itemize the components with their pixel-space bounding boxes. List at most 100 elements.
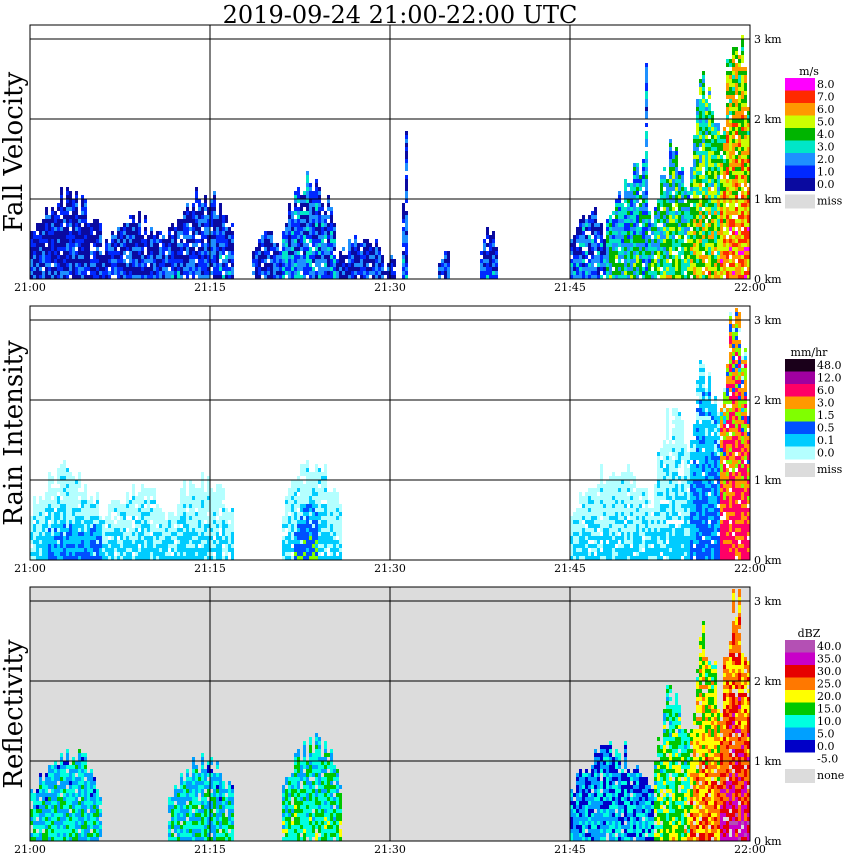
data-cell [732,51,735,55]
data-cell [300,207,303,211]
data-cell [489,255,492,259]
data-cell [627,183,630,187]
data-cell [405,247,408,251]
data-cell [63,231,66,235]
data-cell [726,219,729,223]
data-cell [150,492,153,496]
data-cell [141,275,144,279]
data-cell [708,227,711,231]
data-cell [333,247,336,251]
data-cell [168,247,171,251]
data-cell [57,528,60,532]
data-cell [180,231,183,235]
data-cell [45,540,48,544]
data-cell [669,275,672,279]
data-cell [642,259,645,263]
data-cell [729,227,732,231]
data-cell [303,472,306,476]
data-cell [588,275,591,279]
data-cell [192,231,195,235]
data-cell [318,243,321,247]
data-cell [183,512,186,516]
data-cell [153,556,156,560]
data-cell [732,127,735,131]
data-cell [660,215,663,219]
data-cell [591,267,594,271]
data-cell [621,239,624,243]
data-cell [312,267,315,271]
data-cell [738,75,741,79]
data-cell [699,259,702,263]
data-cell [291,275,294,279]
data-cell [219,231,222,235]
data-cell [624,215,627,219]
data-cell [111,548,114,552]
data-cell [111,251,114,255]
data-cell [267,267,270,271]
data-cell [219,247,222,251]
data-cell [738,79,741,83]
data-cell [69,255,72,259]
data-cell [195,544,198,548]
data-cell [300,504,303,508]
data-cell [159,508,162,512]
data-cell [699,247,702,251]
data-cell [219,223,222,227]
data-cell [48,552,51,556]
data-cell [39,259,42,263]
data-cell [87,263,90,267]
data-cell [105,532,108,536]
data-cell [642,207,645,211]
data-cell [93,516,96,520]
data-cell [669,195,672,199]
data-cell [60,259,63,263]
data-cell [699,243,702,247]
data-cell [741,275,744,279]
data-cell [690,239,693,243]
data-cell [675,227,678,231]
data-cell [309,275,312,279]
data-cell [225,263,228,267]
data-cell [738,227,741,231]
data-cell [708,191,711,195]
data-cell [87,275,90,279]
data-cell [723,139,726,143]
data-cell [723,267,726,271]
data-cell [576,239,579,243]
data-cell [165,524,168,528]
data-cell [609,267,612,271]
data-cell [66,524,69,528]
data-cell [624,191,627,195]
data-cell [78,263,81,267]
data-cell [141,259,144,263]
data-cell [591,231,594,235]
data-cell [147,552,150,556]
data-cell [291,536,294,540]
data-cell [81,496,84,500]
data-cell [639,219,642,223]
data-cell [150,255,153,259]
data-cell [81,508,84,512]
data-cell [726,119,729,123]
data-cell [447,263,450,267]
data-cell [219,239,222,243]
data-cell [681,203,684,207]
data-cell [726,215,729,219]
data-cell [702,231,705,235]
data-cell [696,239,699,243]
data-cell [150,271,153,275]
data-cell [612,259,615,263]
data-cell [291,219,294,223]
data-cell [174,544,177,548]
data-cell [669,227,672,231]
data-cell [306,271,309,275]
data-cell [306,231,309,235]
data-cell [720,191,723,195]
data-cell [207,508,210,512]
data-cell [573,259,576,263]
data-cell [681,235,684,239]
data-cell [729,199,732,203]
data-cell [483,271,486,275]
data-cell [102,267,105,271]
data-cell [183,492,186,496]
